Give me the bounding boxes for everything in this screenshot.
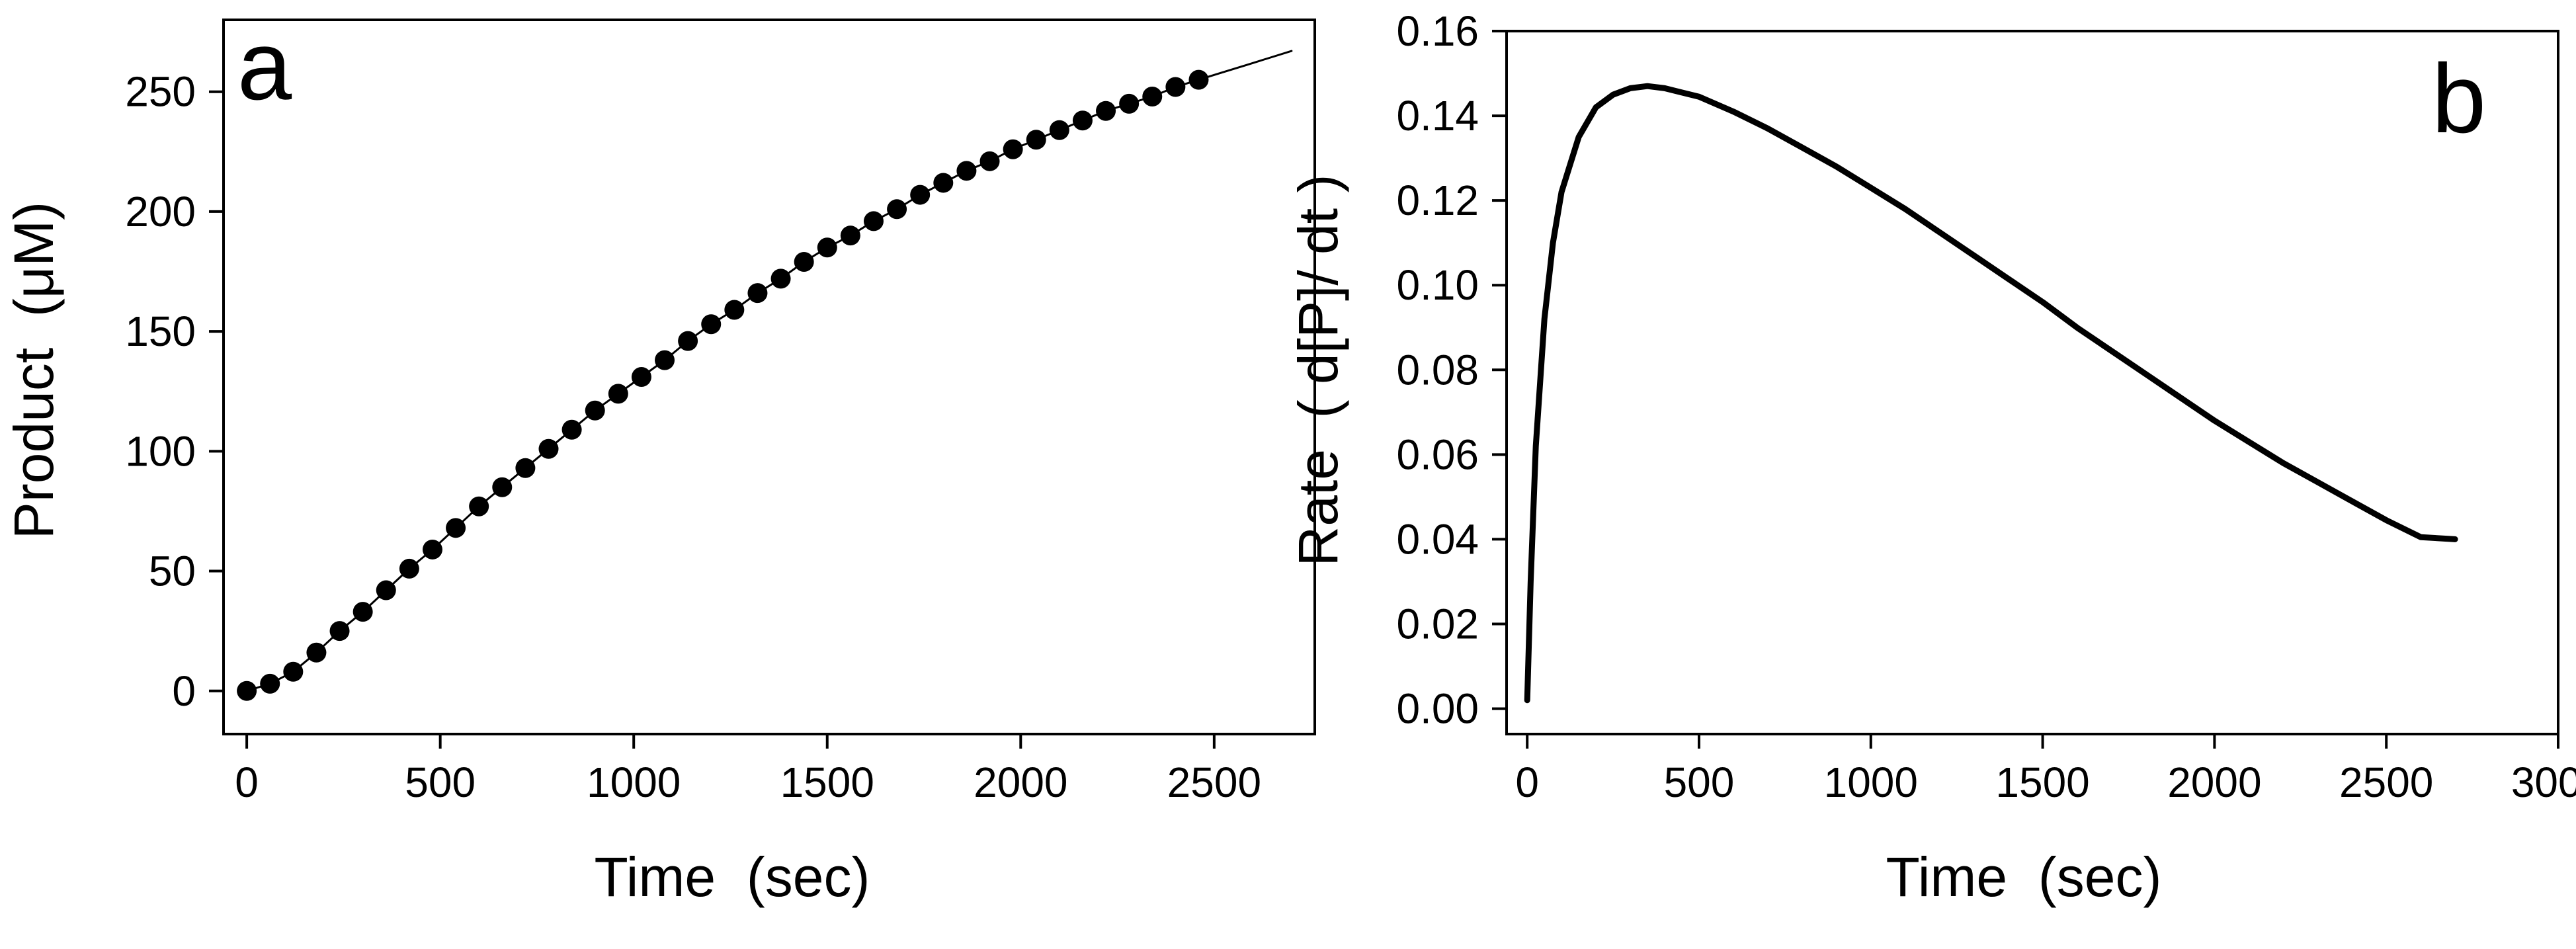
x-tick-label: 1500 — [780, 759, 874, 806]
x-tick-label: 1000 — [1824, 759, 1918, 806]
y-tick-label: 50 — [149, 548, 196, 595]
x-tick-label: 500 — [405, 759, 476, 806]
y-tick-label: 200 — [125, 188, 196, 235]
x-tick-label: 2000 — [974, 759, 1067, 806]
y-tick-label: 0.00 — [1396, 685, 1479, 733]
y-tick-label: 0.10 — [1396, 261, 1479, 309]
y-tick-label: 100 — [125, 427, 196, 475]
x-tick-label: 500 — [1664, 759, 1735, 806]
y-tick-label: 0.06 — [1396, 431, 1479, 478]
y-tick-label: 0.12 — [1396, 177, 1479, 224]
x-tick-label: 2500 — [1167, 759, 1261, 806]
y-tick-label: 0.04 — [1396, 515, 1479, 563]
x-axis-label: Time (sec) — [595, 846, 870, 908]
y-tick-label: 150 — [125, 308, 196, 355]
rate-curve-line — [1524, 83, 2458, 704]
x-tick-label: 0 — [1515, 759, 1539, 806]
x-tick-label: 1500 — [1995, 759, 2089, 806]
y-tick-label: 0 — [172, 667, 196, 715]
y-axis-label: Product (μM) — [3, 202, 65, 539]
y-tick-label: 0.14 — [1396, 92, 1479, 140]
plot-frame — [1505, 30, 2559, 735]
x-tick-label: 2000 — [2167, 759, 2261, 806]
panel-letter: b — [2432, 44, 2486, 153]
x-tick-label: 1000 — [587, 759, 681, 806]
x-tick-label: 2500 — [2339, 759, 2433, 806]
plot-frame — [222, 19, 1316, 735]
y-tick-label: 0.08 — [1396, 346, 1479, 393]
y-tick-label: 0.16 — [1396, 7, 1479, 55]
x-axis-label: Time (sec) — [1886, 846, 2162, 908]
y-axis-label: Rate ( d[P]/ dt ) — [1287, 175, 1349, 567]
y-tick-label: 250 — [125, 68, 196, 116]
y-tick-label: 0.02 — [1396, 600, 1479, 648]
x-tick-label: 0 — [235, 759, 259, 806]
panel-a-chart: 0 500 1000 1500 2000 2500 0 50 100 150 200 250 Time … — [3, 11, 1316, 908]
panel-letter: a — [237, 11, 292, 120]
fit-curve-line — [245, 50, 1293, 692]
